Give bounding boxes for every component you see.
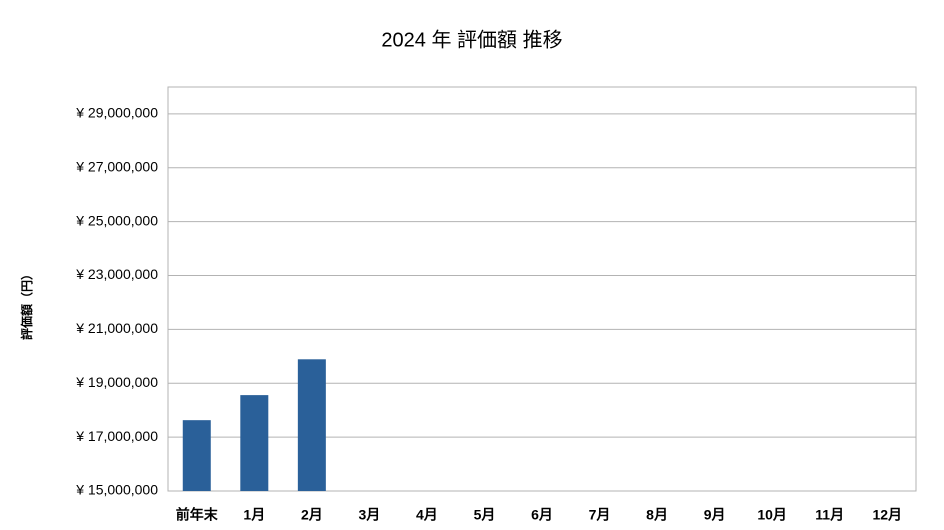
x-tick-label: 3月 xyxy=(358,507,380,523)
chart-title: 2024 年 評価額 推移 xyxy=(381,28,562,51)
bar xyxy=(297,359,326,491)
x-tick-label: 8月 xyxy=(646,507,668,523)
y-tick-label: ¥ 27,000,000 xyxy=(75,159,158,175)
y-tick-label: ¥ 21,000,000 xyxy=(75,320,158,336)
bar xyxy=(240,395,269,491)
y-tick-label: ¥ 17,000,000 xyxy=(75,428,158,444)
y-tick-label: ¥ 29,000,000 xyxy=(75,105,158,121)
x-tick-label: 11月 xyxy=(815,507,844,523)
x-tick-label: 7月 xyxy=(589,507,611,523)
x-tick-label: 6月 xyxy=(531,507,553,523)
x-tick-label: 1月 xyxy=(243,507,265,523)
x-tick-label: 10月 xyxy=(757,507,787,523)
x-tick-label: 2月 xyxy=(301,507,323,523)
x-tick-label: 5月 xyxy=(474,507,496,523)
plot-frame xyxy=(167,86,917,492)
x-tick-label: 前年末 xyxy=(176,507,219,523)
x-tick-label: 12月 xyxy=(872,507,902,523)
x-tick-label: 4月 xyxy=(416,507,438,523)
bar xyxy=(182,420,211,491)
y-tick-label: ¥ 19,000,000 xyxy=(75,374,158,390)
y-axis-label: 評価額（円） xyxy=(19,268,34,340)
y-tick-label: ¥ 15,000,000 xyxy=(75,482,158,498)
x-tick-label: 9月 xyxy=(704,507,726,523)
y-tick-label: ¥ 23,000,000 xyxy=(75,266,158,282)
y-tick-label: ¥ 25,000,000 xyxy=(75,212,158,228)
